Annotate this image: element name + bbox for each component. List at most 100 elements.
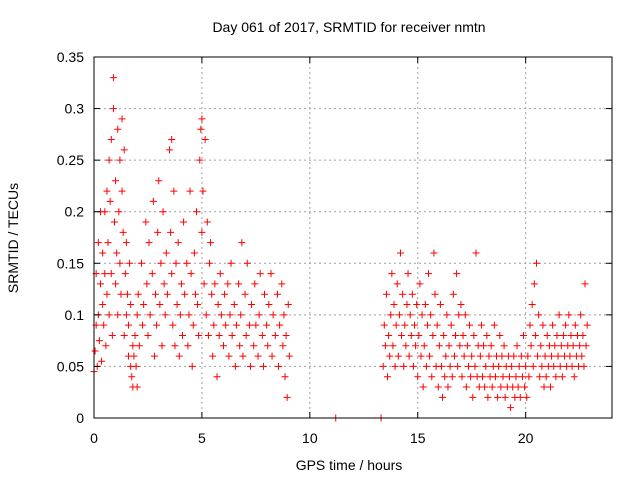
data-point [238, 239, 246, 247]
axis-ticks: 0 5 10 15 20 0 0.05 0.1 0.15 0.2 0.25 0.3 0.35 [57, 49, 612, 446]
data-point [231, 362, 239, 370]
data-point [485, 352, 493, 360]
data-point [555, 311, 563, 319]
data-point [512, 373, 520, 381]
data-point [463, 342, 471, 350]
data-point [546, 383, 554, 391]
data-point [94, 239, 102, 247]
data-point [226, 311, 234, 319]
data-point [176, 311, 184, 319]
data-point [515, 362, 523, 370]
data-point [112, 280, 120, 288]
data-point [209, 352, 217, 360]
data-point [284, 301, 292, 309]
data-point [381, 342, 389, 350]
data-point [265, 301, 273, 309]
data-point [541, 352, 549, 360]
y-axis-label: SRMTID / TECUs [5, 183, 21, 293]
data-point [526, 321, 534, 329]
data-point [408, 290, 416, 298]
data-point [91, 347, 99, 355]
data-point [582, 342, 590, 350]
chart-title: Day 061 of 2017, SRMTID for receiver nmt… [212, 19, 485, 35]
data-point [101, 270, 109, 278]
data-point [210, 321, 218, 329]
data-point [115, 208, 123, 216]
data-point [494, 393, 502, 401]
data-point [161, 311, 169, 319]
data-point [195, 331, 203, 339]
data-point [418, 311, 426, 319]
data-point [191, 290, 199, 298]
data-point [280, 311, 288, 319]
data-point [208, 290, 216, 298]
data-point [476, 352, 484, 360]
data-point [125, 321, 133, 329]
data-point [426, 352, 434, 360]
data-point [278, 280, 286, 288]
data-point [263, 321, 271, 329]
plot-frame [93, 56, 613, 419]
data-point [279, 342, 287, 350]
data-point [537, 342, 545, 350]
data-point [505, 373, 513, 381]
data-point [551, 342, 559, 350]
data-point [501, 393, 509, 401]
data-point [399, 290, 407, 298]
data-point [285, 352, 293, 360]
data-point [216, 270, 224, 278]
data-point [104, 239, 112, 247]
data-point [167, 228, 175, 236]
data-point [389, 342, 397, 350]
data-point [557, 342, 565, 350]
data-point [204, 331, 212, 339]
data-point [448, 373, 456, 381]
data-point [267, 270, 275, 278]
data-point [581, 280, 589, 288]
data-point [466, 321, 474, 329]
data-point [559, 331, 567, 339]
data-point [221, 290, 229, 298]
data-point [96, 280, 104, 288]
data-point [453, 270, 461, 278]
data-point [401, 321, 409, 329]
data-point [384, 373, 392, 381]
data-point [184, 342, 192, 350]
data-point [422, 362, 430, 370]
data-point [514, 383, 522, 391]
data-point [121, 270, 129, 278]
data-point [521, 383, 529, 391]
data-point [112, 177, 120, 185]
data-point [143, 280, 151, 288]
data-point [273, 290, 281, 298]
data-point [542, 373, 550, 381]
data-point [99, 249, 107, 257]
data-point [201, 136, 209, 144]
data-point [567, 331, 575, 339]
data-point [169, 321, 177, 329]
data-point [554, 352, 562, 360]
data-point [193, 208, 201, 216]
data-point [252, 321, 260, 329]
data-point [102, 342, 110, 350]
data-point [413, 301, 421, 309]
data-point [198, 228, 206, 236]
y-tick-label: 0 [76, 410, 84, 426]
data-point [578, 352, 586, 360]
y-tick-label: 0.25 [57, 152, 84, 168]
data-point [259, 362, 267, 370]
data-point [507, 404, 515, 412]
data-point [523, 393, 531, 401]
data-point [417, 352, 425, 360]
data-point [455, 311, 463, 319]
data-point [133, 383, 141, 391]
data-point [111, 218, 119, 226]
data-point [170, 187, 178, 195]
y-tick-label: 0.05 [57, 358, 84, 374]
data-point [580, 362, 588, 370]
data-point [531, 331, 539, 339]
data-point [188, 362, 196, 370]
data-point [445, 342, 453, 350]
data-point [535, 311, 543, 319]
data-point [415, 331, 423, 339]
